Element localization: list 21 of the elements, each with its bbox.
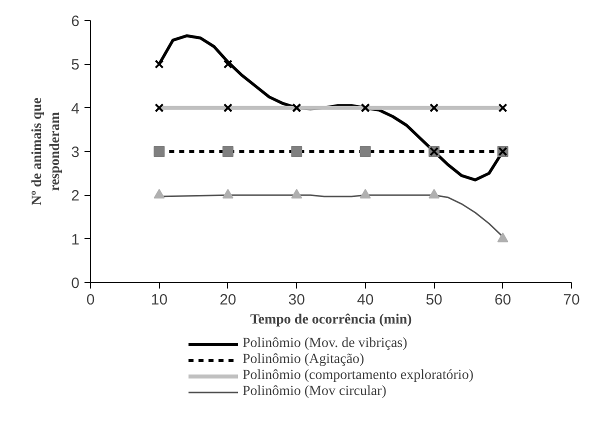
y-tick-label: 4 bbox=[71, 100, 80, 118]
x-tick-label: 20 bbox=[220, 292, 236, 308]
x-tick-label: 60 bbox=[494, 292, 512, 308]
y-tick-label: 3 bbox=[71, 144, 80, 161]
x-tick-label: 10 bbox=[150, 292, 168, 308]
y-tick-label: 5 bbox=[71, 56, 80, 74]
y-tick-label: 2 bbox=[71, 188, 80, 205]
y-axis-title: Nº de animais que responderam bbox=[30, 98, 64, 206]
x-tick-label: 40 bbox=[357, 292, 374, 308]
x-tick-label: 0 bbox=[86, 292, 95, 308]
x-tick-label: 30 bbox=[288, 292, 305, 308]
x-axis-title: Tempo de ocorrência (min) bbox=[250, 312, 412, 328]
legend-label: Polinômio (comportamento exploratório) bbox=[242, 368, 474, 384]
x-tick-label: 70 bbox=[563, 292, 580, 308]
legend-label: Polinômio (Mov. de vibriças) bbox=[242, 336, 408, 352]
x-tick-label: 50 bbox=[426, 292, 442, 308]
y-tick-label: 1 bbox=[71, 231, 80, 248]
legend-label: Polinômio (Agitação) bbox=[242, 352, 364, 368]
y-tick-label: 0 bbox=[71, 275, 80, 292]
y-tick-label: 6 bbox=[71, 13, 80, 30]
legend-label: Polinômio (Mov circular) bbox=[242, 384, 386, 400]
